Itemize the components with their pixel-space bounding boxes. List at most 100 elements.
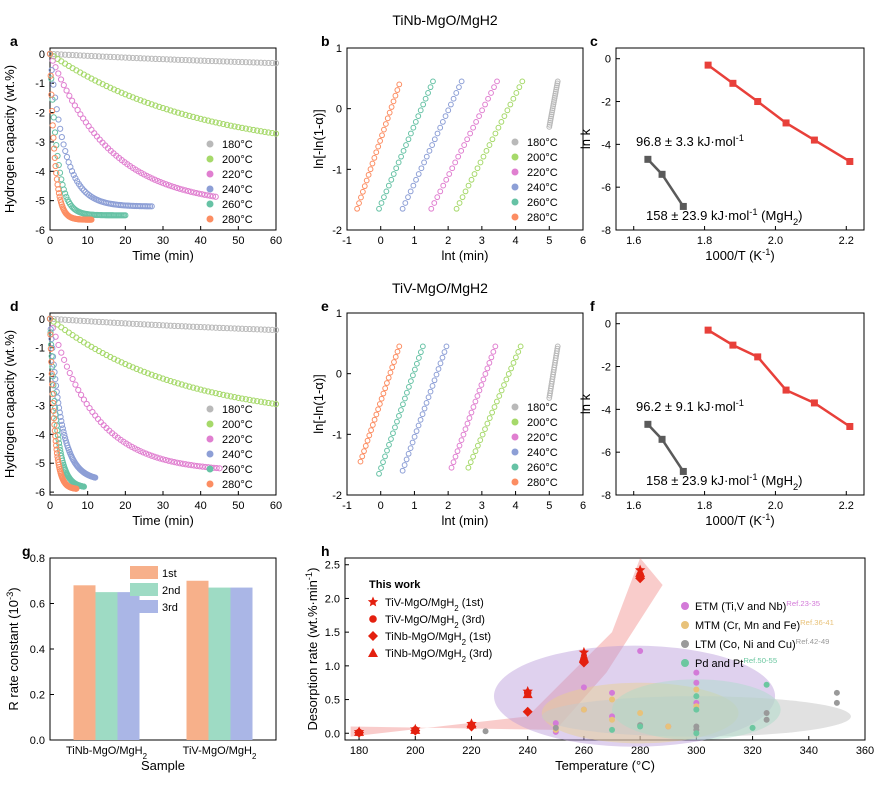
data-point bbox=[492, 343, 499, 350]
data-point bbox=[51, 421, 58, 428]
legend-marker bbox=[511, 478, 519, 486]
data-point bbox=[148, 452, 155, 459]
data-point bbox=[754, 353, 762, 361]
y-tick-label: -4 bbox=[35, 429, 45, 441]
ltm-region bbox=[541, 696, 851, 737]
legend-marker bbox=[511, 403, 519, 411]
legend-marker bbox=[206, 155, 214, 163]
data-point bbox=[216, 120, 223, 127]
data-point bbox=[261, 326, 268, 333]
data-point bbox=[410, 124, 417, 131]
data-point bbox=[61, 316, 69, 323]
data-point bbox=[729, 79, 737, 87]
x-tick-label: 50 bbox=[232, 500, 244, 512]
data-point bbox=[484, 365, 491, 372]
bar bbox=[73, 585, 96, 740]
data-point bbox=[491, 84, 497, 91]
data-point bbox=[390, 98, 397, 105]
data-point bbox=[208, 57, 216, 65]
y-tick-label: -4 bbox=[601, 139, 611, 151]
data-point bbox=[246, 59, 253, 66]
data-point bbox=[272, 400, 280, 408]
data-point bbox=[265, 399, 272, 407]
data-point bbox=[144, 99, 152, 107]
legend-label: 240°C bbox=[527, 447, 558, 459]
data-point bbox=[205, 324, 212, 331]
data-point bbox=[488, 354, 495, 361]
data-point bbox=[227, 393, 234, 400]
legend-label: 3rd bbox=[162, 602, 178, 614]
data-point bbox=[489, 136, 496, 143]
data-point bbox=[398, 407, 404, 413]
legend-marker bbox=[206, 465, 214, 473]
data-point bbox=[679, 202, 687, 210]
data-point bbox=[729, 341, 737, 349]
data-point bbox=[193, 323, 200, 331]
data-point bbox=[178, 56, 185, 64]
x-tick-label: 0 bbox=[378, 235, 384, 247]
data-point bbox=[163, 376, 170, 383]
panel-letter: b bbox=[321, 33, 330, 49]
panel-letter: c bbox=[590, 33, 598, 49]
data-point bbox=[392, 424, 398, 431]
data-point bbox=[193, 57, 200, 64]
data-point bbox=[261, 59, 268, 66]
data-point bbox=[480, 153, 487, 160]
data-point bbox=[49, 122, 56, 129]
data-point bbox=[554, 345, 561, 352]
panel-f: 1.6 1.8 2.0 2.2 0 -2 -4 -6 -8 1000/T (K-1) ln k f 96… bbox=[578, 298, 865, 528]
data-point bbox=[810, 136, 818, 144]
data-point bbox=[50, 407, 57, 415]
data-point bbox=[52, 64, 59, 71]
data-point bbox=[254, 398, 261, 405]
data-point bbox=[95, 53, 103, 60]
y-tick-label: -3 bbox=[35, 137, 45, 149]
data-point bbox=[452, 159, 459, 166]
data-point bbox=[394, 418, 400, 425]
data-point bbox=[437, 188, 444, 195]
data-point bbox=[141, 368, 148, 375]
x-tick-label: -1 bbox=[342, 500, 352, 512]
data-point bbox=[75, 386, 82, 394]
legend-marker bbox=[681, 659, 689, 667]
data-point bbox=[375, 406, 382, 413]
y-axis-label: ln k bbox=[578, 393, 593, 414]
data-point bbox=[269, 326, 276, 333]
data-point bbox=[464, 136, 471, 143]
data-point bbox=[182, 187, 189, 194]
data-point bbox=[148, 55, 155, 62]
data-point bbox=[401, 462, 408, 468]
plot-frame bbox=[344, 557, 866, 741]
data-point bbox=[174, 380, 182, 387]
data-point bbox=[365, 171, 372, 178]
data-point bbox=[379, 132, 385, 139]
y-tick-label: -6 bbox=[601, 182, 611, 194]
y-tick-label: 1 bbox=[336, 43, 342, 55]
data-point bbox=[122, 320, 129, 327]
data-point bbox=[395, 159, 402, 166]
data-point bbox=[209, 193, 217, 200]
data-point bbox=[176, 185, 183, 192]
data-point bbox=[484, 420, 491, 427]
data-point bbox=[396, 343, 403, 350]
data-point bbox=[510, 95, 517, 102]
legend-label: TiNb-MgO/MgH2 (1st) bbox=[385, 631, 491, 647]
data-point bbox=[63, 87, 70, 94]
data-point bbox=[110, 86, 118, 93]
data-point bbox=[205, 57, 212, 65]
work-point bbox=[410, 724, 421, 734]
data-point bbox=[466, 415, 473, 421]
reference-point bbox=[580, 684, 587, 691]
legend-marker bbox=[681, 621, 689, 629]
data-point bbox=[129, 364, 136, 371]
data-point bbox=[450, 459, 457, 466]
data-point bbox=[512, 354, 519, 361]
data-point bbox=[80, 187, 88, 194]
data-point bbox=[454, 448, 461, 455]
data-point bbox=[165, 182, 172, 189]
reference-point bbox=[482, 728, 489, 735]
y-tick-label: -1 bbox=[35, 343, 45, 355]
data-point bbox=[171, 459, 178, 466]
data-point bbox=[122, 360, 129, 368]
